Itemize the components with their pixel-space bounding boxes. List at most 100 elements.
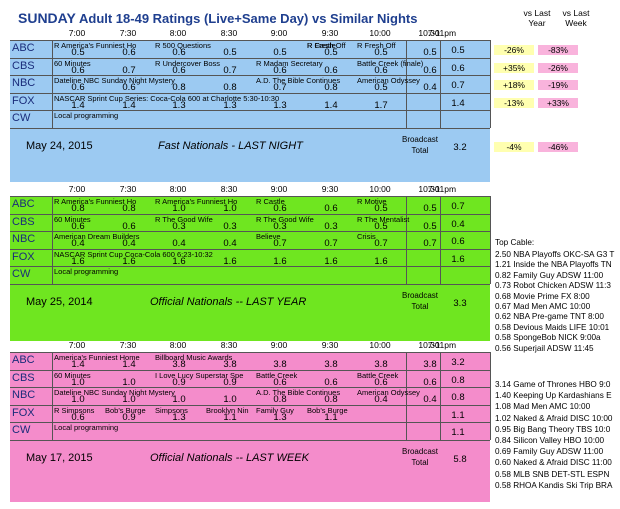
grid-line — [52, 196, 53, 284]
rating-cell: 1.3 — [172, 411, 186, 423]
rating-cell: 0.8 — [273, 394, 287, 405]
grid-line — [10, 266, 490, 267]
program-title: 60 Minutes — [54, 58, 91, 68]
rating-cell: 1.3 — [273, 411, 287, 423]
rating-cell: 0.6 — [172, 64, 186, 76]
rating-cell: 0.5 — [374, 82, 388, 93]
time-header: 8:30 — [220, 28, 238, 38]
time-header: 8:00 — [169, 340, 187, 350]
grid-line — [10, 352, 490, 353]
rating-cell: 0.3 — [273, 220, 287, 232]
top-cable-item: 0.58 Devious Maids LIFE 10:01 — [495, 322, 610, 332]
time-header: 8:00 — [169, 28, 187, 38]
rating-cell: 0.4 — [223, 238, 237, 249]
row-total: 0.7 — [451, 80, 465, 91]
rating-cell: 0.5 — [71, 47, 85, 58]
grid-line — [10, 439, 490, 441]
rating-cell: 3.8 — [273, 359, 287, 370]
row-total: 0.7 — [451, 201, 465, 212]
panel-2 — [10, 352, 490, 502]
grid-line — [52, 40, 53, 128]
grid-line — [10, 248, 490, 250]
program-title: Believe — [256, 232, 281, 241]
rating-cell: 0.5 — [374, 220, 388, 232]
program-title: I Love Lucy Superstar Spe — [155, 370, 244, 380]
program-title: Battle Creek (finale) — [357, 58, 424, 68]
rating-cell: 1.6 — [324, 255, 338, 267]
program-title: 60 Minutes — [54, 370, 91, 380]
rating-cell: 0.7 — [374, 238, 388, 249]
program-title: Battle Creek — [357, 370, 399, 380]
network-label: CBS — [12, 371, 35, 384]
rating-cell: 1.4 — [71, 359, 85, 370]
rating-cell: 0.4 — [423, 394, 437, 405]
grid-line — [10, 110, 490, 111]
program-title: R The Good Wife — [256, 214, 314, 224]
program-title: Dateline NBC Sunday Night Mystery — [54, 388, 175, 397]
broadcast-total-label: Broadcast Total — [401, 290, 439, 311]
program-title: R Fresh Off — [307, 41, 346, 50]
rating-cell: 0.8 — [172, 82, 186, 93]
rating-cell: 1.0 — [172, 394, 186, 405]
rating-cell: 0.6 — [122, 220, 136, 232]
rating-cell: 0.4 — [122, 238, 136, 249]
time-header: 7:30 — [119, 184, 137, 194]
rating-cell: 0.6 — [324, 203, 338, 214]
rating-cell: 1.0 — [223, 394, 237, 405]
network-label: NBC — [12, 233, 36, 245]
network-label: FOX — [12, 94, 35, 107]
rating-cell: 1.1 — [223, 411, 237, 423]
rating-cell: 0.6 — [374, 64, 388, 76]
rating-cell: 0.6 — [324, 376, 338, 388]
rating-cell: 0.5 — [423, 220, 437, 232]
program-title: NASCAR Sprint Cup Series: Coca-Cola 600 … — [54, 93, 280, 103]
program-title: R America's Funniest Ho — [155, 197, 238, 206]
program-title: Crisis — [357, 232, 376, 241]
broadcast-total-label: Broadcast Total — [401, 134, 439, 155]
rating-cell: 0.4 — [71, 238, 85, 249]
row-total: 0.8 — [451, 392, 465, 403]
program-title: A.D. The Bible Continues — [256, 76, 341, 85]
rating-cell: 1.4 — [122, 359, 136, 370]
program-title: NASCAR Sprint Cup Coca-Cola 600 6:23-10:… — [54, 249, 213, 259]
row-total: 0.6 — [451, 62, 465, 74]
grid-line — [440, 352, 441, 440]
time-header: 9:30 — [321, 28, 339, 38]
rating-cell: 3.8 — [374, 359, 388, 370]
rating-cell: 0.5 — [273, 47, 287, 58]
grid-line — [490, 40, 491, 128]
program-title: Billboard Music Awards — [155, 353, 233, 362]
rating-cell: 0.6 — [122, 47, 136, 58]
network-label: ABC — [12, 354, 35, 366]
program-title: American Odyssey — [357, 76, 420, 85]
vs-last-year: +18% — [494, 80, 534, 90]
grid-line — [10, 387, 490, 388]
program-title: R Fresh Off — [357, 41, 396, 50]
grid-line — [10, 127, 490, 129]
program-title: American Dream Builders — [54, 232, 140, 241]
rating-cell: 0.5 — [374, 47, 388, 58]
grid-line — [440, 40, 441, 128]
rating-cell: 1.6 — [71, 255, 85, 267]
program-title: R America's Funniest Ho — [54, 197, 137, 206]
program-title: Local programming — [54, 267, 119, 276]
top-cable-item: 1.40 Keeping Up Kardashians E — [495, 391, 612, 401]
network-label: FOX — [12, 250, 35, 263]
program-title: R The Mentalist — [357, 214, 410, 224]
rating-cell: 0.6 — [423, 376, 437, 388]
rating-cell: 0.6 — [172, 47, 186, 58]
rating-cell: 0.6 — [71, 411, 85, 423]
rating-cell: 0.6 — [71, 220, 85, 232]
network-label: ABC — [12, 198, 35, 210]
rating-cell: 0.6 — [273, 203, 287, 214]
time-header: 9:30 — [321, 184, 339, 194]
time-header: 7-11pm — [427, 184, 457, 194]
time-header: 8:30 — [220, 340, 238, 350]
program-title: Bob's Burge — [307, 405, 348, 415]
rating-cell: 1.3 — [223, 99, 237, 111]
row-total: 0.6 — [451, 236, 465, 247]
grid-line — [10, 404, 490, 406]
top-cable-item: 1.02 Naked & Afraid DISC 10:00 — [495, 413, 613, 423]
panel-1 — [10, 196, 490, 341]
row-total: 0.5 — [451, 45, 465, 56]
